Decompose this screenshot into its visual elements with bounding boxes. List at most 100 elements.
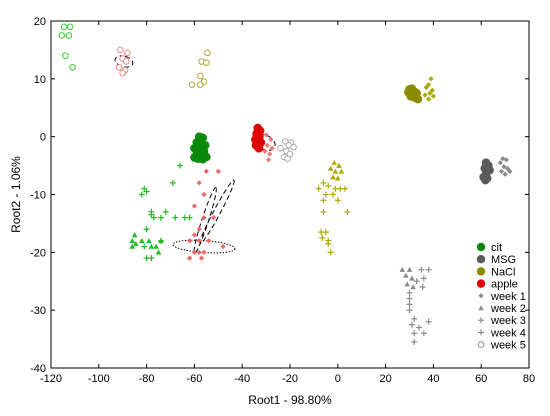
- data-point-apple-w2: [267, 151, 273, 157]
- y-tick-label: -30: [30, 305, 46, 317]
- data-point-cit-w3: [131, 232, 138, 238]
- legend-marker: [477, 341, 485, 348]
- x-tick-label: -100: [88, 373, 110, 385]
- data-point-apple-w2: [265, 157, 272, 163]
- axes: -120 -100 -80 -60 -40 -20 0 20 40 60 80-40-30-20-1…: [30, 16, 535, 385]
- data-point-apple-w3: [187, 238, 193, 244]
- data-point-nacl-w2: [430, 93, 436, 99]
- data-point-cit-w5: [65, 32, 73, 39]
- data-point-cit-w3: [133, 240, 139, 246]
- data-point-apple-w3: [191, 232, 197, 238]
- legend-label: MSG: [491, 254, 516, 266]
- data-point-cit-w4: [150, 214, 157, 221]
- data-point-nacl-w5: [197, 81, 204, 88]
- legend-label: NaCl: [491, 266, 515, 278]
- legend-marker: [476, 267, 486, 276]
- x-tick-label: 40: [427, 373, 439, 385]
- x-tick-label: -80: [139, 373, 155, 385]
- data-point-nacl-w4: [344, 208, 351, 215]
- data-point-cit-w4: [172, 214, 179, 221]
- data-point-nacl-w4: [322, 191, 329, 198]
- x-tick-label: 20: [379, 373, 391, 385]
- data-points: [58, 23, 513, 345]
- data-point-cit-w4: [138, 191, 145, 198]
- data-point-msg-w4: [420, 275, 427, 282]
- data-point-cit-w4: [143, 188, 150, 195]
- data-point-msg-w3: [409, 275, 415, 281]
- legend-marker: [476, 242, 486, 252]
- data-point-apple-w3: [206, 238, 212, 244]
- data-point-nacl-w4: [325, 182, 332, 189]
- data-point-cit-w4: [162, 208, 169, 215]
- legend-item: NaCl: [476, 266, 515, 278]
- legend-item: apple: [476, 279, 518, 291]
- data-point-msg-w4: [416, 324, 423, 331]
- data-point-nacl-w4: [341, 185, 348, 192]
- data-point-msg-w3: [403, 272, 409, 278]
- data-point-apple-w3: [201, 249, 207, 255]
- data-point-nacl-w4: [334, 197, 341, 204]
- data-point-nacl-w4: [322, 229, 329, 236]
- y-tick-label: -10: [30, 190, 46, 202]
- data-point-msg-w2: [500, 156, 506, 162]
- data-point-nacl-w1: [411, 92, 420, 102]
- legend-label: cit: [491, 242, 502, 254]
- data-point-apple-w3: [191, 249, 197, 255]
- legend-label: week 3: [490, 315, 526, 327]
- data-point-msg-w3: [406, 266, 413, 272]
- y-tick-label: 10: [34, 74, 46, 86]
- data-point-cit-w3: [148, 243, 155, 249]
- data-point-cit-w4: [186, 214, 193, 221]
- y-tick-label: -20: [30, 247, 46, 259]
- data-point-msg-w5: [281, 137, 289, 145]
- data-point-nacl-w3: [336, 162, 342, 168]
- data-point-apple-w3: [196, 238, 202, 244]
- confidence-ellipse: [114, 55, 134, 68]
- data-point-msg-w4: [408, 321, 415, 328]
- legend-label: week 4: [490, 327, 526, 339]
- data-point-cit-w4: [157, 237, 164, 244]
- data-point-nacl-w5: [197, 72, 204, 80]
- data-point-msg-w4: [406, 301, 413, 308]
- data-point-apple-w5: [119, 69, 126, 77]
- data-point-apple-w3: [196, 180, 202, 186]
- data-point-msg-w3: [410, 284, 416, 290]
- data-point-cit-w5: [66, 23, 74, 31]
- data-point-apple-w2: [264, 142, 270, 148]
- legend-marker: [476, 255, 486, 264]
- data-point-nacl-w4: [320, 179, 327, 186]
- data-point-apple-w2: [262, 148, 268, 154]
- data-point-nacl-w4: [325, 240, 332, 247]
- data-point-msg-w4: [419, 284, 426, 291]
- data-point-apple-w2: [268, 136, 274, 143]
- data-point-msg-w2: [497, 160, 503, 166]
- legend-marker: [476, 279, 486, 288]
- legend-label: apple: [491, 279, 518, 291]
- data-point-cit-w5: [60, 23, 68, 31]
- data-point-nacl-w2: [428, 76, 434, 82]
- data-point-cit-w5: [58, 32, 66, 39]
- data-point-apple-w2: [263, 132, 269, 138]
- data-point-apple-w3: [191, 203, 197, 209]
- y-axis-label: Root2 - 1.06%: [9, 156, 23, 233]
- data-point-apple-w2: [269, 145, 275, 151]
- data-point-msg-w2: [498, 168, 505, 174]
- data-point-nacl-w2: [427, 90, 433, 96]
- data-point-nacl-w2: [426, 82, 432, 88]
- data-point-cit-w4: [177, 162, 184, 169]
- data-point-cit-w1: [198, 154, 208, 164]
- legend-item: week 3: [478, 315, 526, 327]
- data-point-cit-w4: [157, 214, 164, 221]
- data-point-nacl-w4: [315, 185, 322, 192]
- data-point-apple-w5: [115, 63, 123, 71]
- x-tick-label: -120: [40, 373, 62, 385]
- data-point-nacl-w4: [320, 208, 327, 215]
- data-point-cit-w5: [69, 63, 76, 71]
- data-point-msg-w5: [277, 144, 284, 152]
- x-tick-label: -40: [234, 373, 250, 385]
- data-point-nacl-w3: [330, 174, 336, 180]
- x-axis-label: Root1 - 98.80%: [248, 393, 332, 407]
- data-point-apple-w3: [196, 226, 202, 232]
